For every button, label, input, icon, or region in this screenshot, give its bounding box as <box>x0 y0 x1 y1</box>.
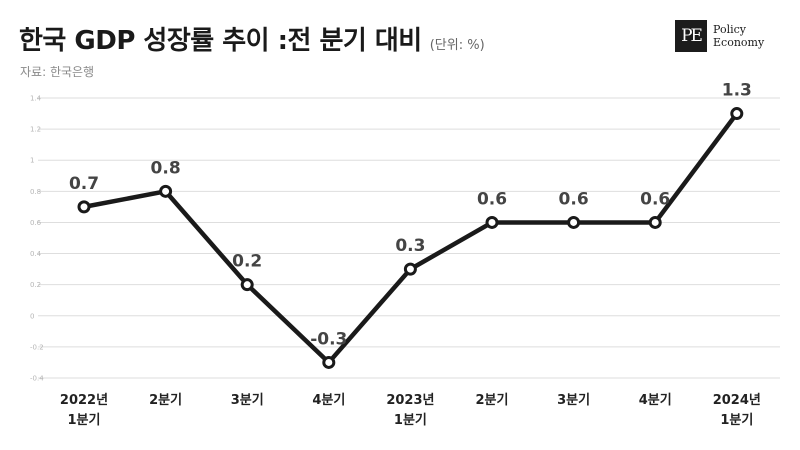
unit-label: (단위: %) <box>429 38 485 53</box>
x-tick-label-line: 4분기 <box>639 393 672 408</box>
x-tick-label: 2분기 <box>149 393 182 408</box>
data-label: 1.3 <box>722 81 752 101</box>
x-tick-label-line: 2022년 <box>60 393 108 408</box>
data-label: 0.8 <box>151 158 181 178</box>
data-point <box>240 278 254 292</box>
x-tick-label-line: 4분기 <box>312 393 345 408</box>
logo-mark: PE <box>675 20 707 52</box>
y-tick-label: -0.2 <box>30 343 44 351</box>
x-tick-label-line: 2분기 <box>149 393 182 408</box>
data-label: 0.3 <box>395 236 425 256</box>
data-point <box>567 215 581 229</box>
x-tick-label-line: 3분기 <box>231 393 264 408</box>
x-tick-label-line: 1분기 <box>394 413 427 428</box>
y-tick-label: -0.4 <box>30 375 44 383</box>
x-tick-label: 2023년 1분기 <box>386 393 434 428</box>
logo-text: Policy Economy <box>713 23 764 49</box>
y-tick-label: 0.8 <box>30 188 41 196</box>
data-point <box>730 107 744 121</box>
data-label: 0.7 <box>69 174 99 194</box>
y-tick-label: 0.2 <box>30 281 41 289</box>
x-tick-label-line: 2024년 <box>713 393 761 408</box>
brand-logo: PE Policy Economy <box>675 20 764 52</box>
data-labels: 0.7 0.8 0.2 -0.3 0.3 0.6 0.6 0.6 1.3 <box>69 81 752 350</box>
x-tick-label: 4분기 <box>312 393 345 408</box>
data-point <box>403 262 417 276</box>
x-axis: 2022년 1분기 2분기 3분기 4분기 2023년 1분기 2분기 3분기 4분기 2024년 1… <box>60 393 761 428</box>
x-tick-label-line: 2분기 <box>476 393 509 408</box>
data-label: 0.6 <box>477 189 507 209</box>
x-tick-label: 2분기 <box>476 393 509 408</box>
data-label: 0.6 <box>640 189 670 209</box>
logo-line-2: Economy <box>713 36 765 49</box>
y-tick-label: 1.4 <box>30 95 42 103</box>
x-tick-label: 3분기 <box>557 393 590 408</box>
data-point <box>322 355 336 369</box>
data-label: 0.6 <box>559 189 589 209</box>
y-tick-label: 1.2 <box>30 126 41 134</box>
x-tick-label: 2024년 1분기 <box>713 393 761 428</box>
data-label: 0.2 <box>232 252 262 272</box>
data-points <box>77 107 744 369</box>
x-tick-label-line: 3분기 <box>557 393 590 408</box>
title-row: 한국 GDP 성장률 추이 :전 분기 대비 (단위: %) <box>19 20 485 57</box>
x-tick-label: 3분기 <box>231 393 264 408</box>
data-point <box>159 184 173 198</box>
data-point <box>485 215 499 229</box>
y-tick-label: 1 <box>30 157 34 165</box>
source-label: 자료: 한국은행 <box>20 65 95 79</box>
x-tick-label-line: 1분기 <box>720 413 753 428</box>
x-tick-label-line: 1분기 <box>68 413 101 428</box>
data-point <box>77 200 91 214</box>
y-tick-label: 0 <box>30 312 34 320</box>
data-point <box>648 215 662 229</box>
chart-title: 한국 GDP 성장률 추이 :전 분기 대비 <box>19 26 422 56</box>
y-tick-label: 0.6 <box>30 219 42 227</box>
x-tick-label: 4분기 <box>639 393 672 408</box>
y-axis: 1.4 1.2 1 0.8 0.6 0.4 0.2 0 -0.2 -0.4 <box>30 95 44 383</box>
y-tick-label: 0.4 <box>30 250 42 258</box>
x-tick-label: 2022년 1분기 <box>60 393 108 428</box>
x-tick-label-line: 2023년 <box>386 393 434 408</box>
data-label: -0.3 <box>310 329 347 349</box>
logo-line-1: Policy <box>713 23 746 36</box>
